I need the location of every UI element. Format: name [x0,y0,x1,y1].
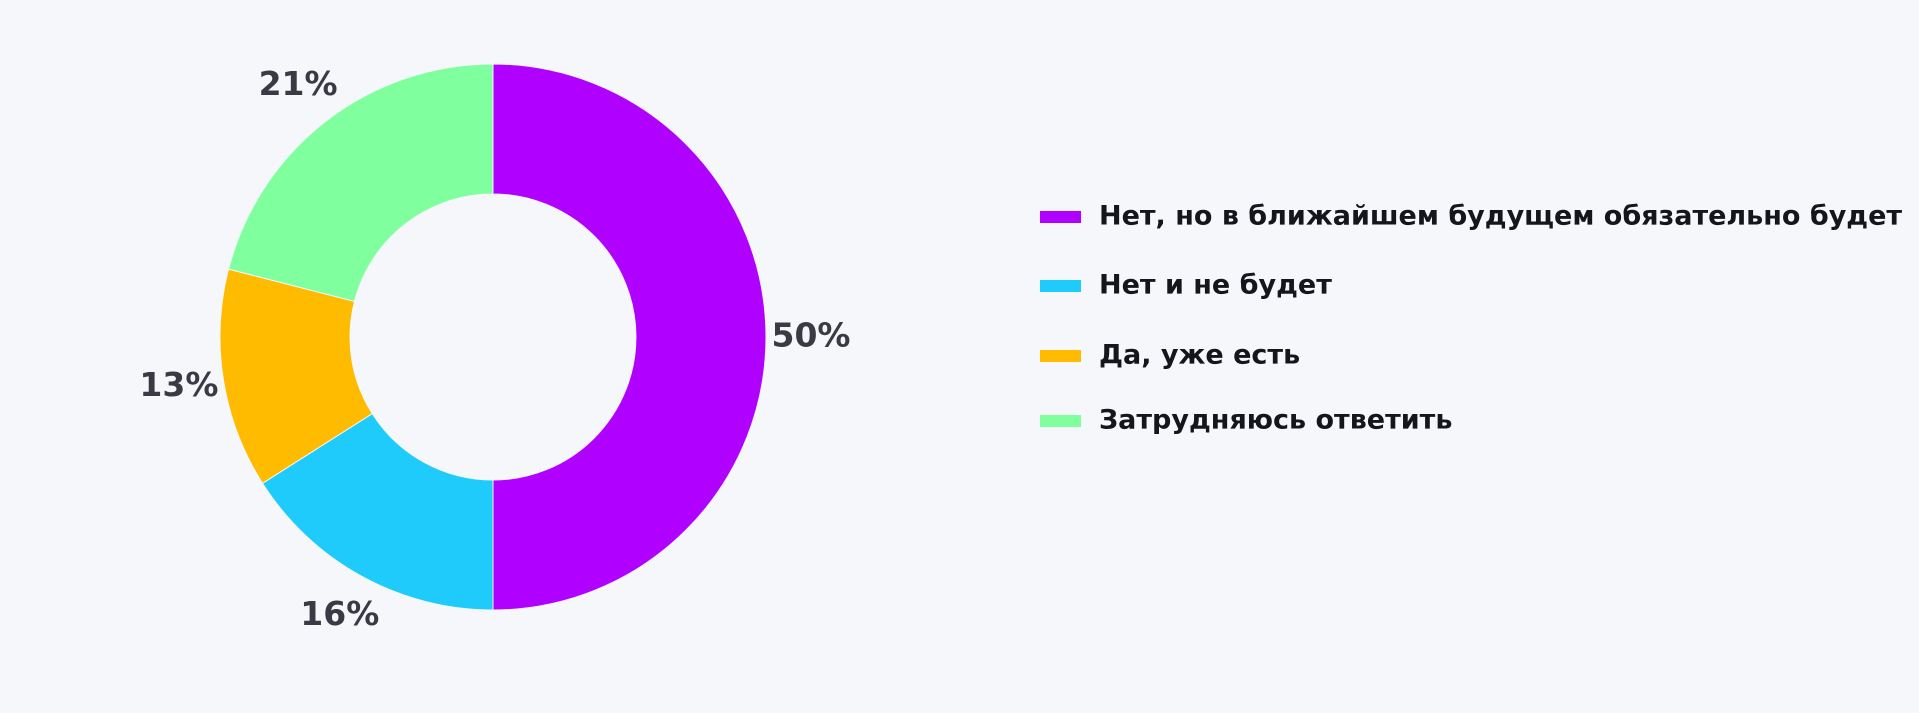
value-label: 13% [139,365,218,404]
donut-slice [261,412,494,611]
value-label: 21% [259,64,338,103]
legend-swatch [1040,211,1081,223]
legend-swatch [1040,415,1081,427]
legend-label: Нет и не будет [1099,270,1332,301]
legend-label: Да, уже есть [1099,340,1300,371]
donut-slice [492,63,767,611]
legend-swatch [1040,350,1081,362]
legend-label: Нет, но в ближайшем будущем обязательно … [1099,201,1902,232]
legend-label: Затрудняюсь ответить [1099,405,1452,436]
value-label: 16% [300,594,379,633]
donut-slice [219,268,373,484]
legend-swatch [1040,280,1081,292]
value-label: 50% [772,316,851,355]
donut-slice [227,63,494,303]
